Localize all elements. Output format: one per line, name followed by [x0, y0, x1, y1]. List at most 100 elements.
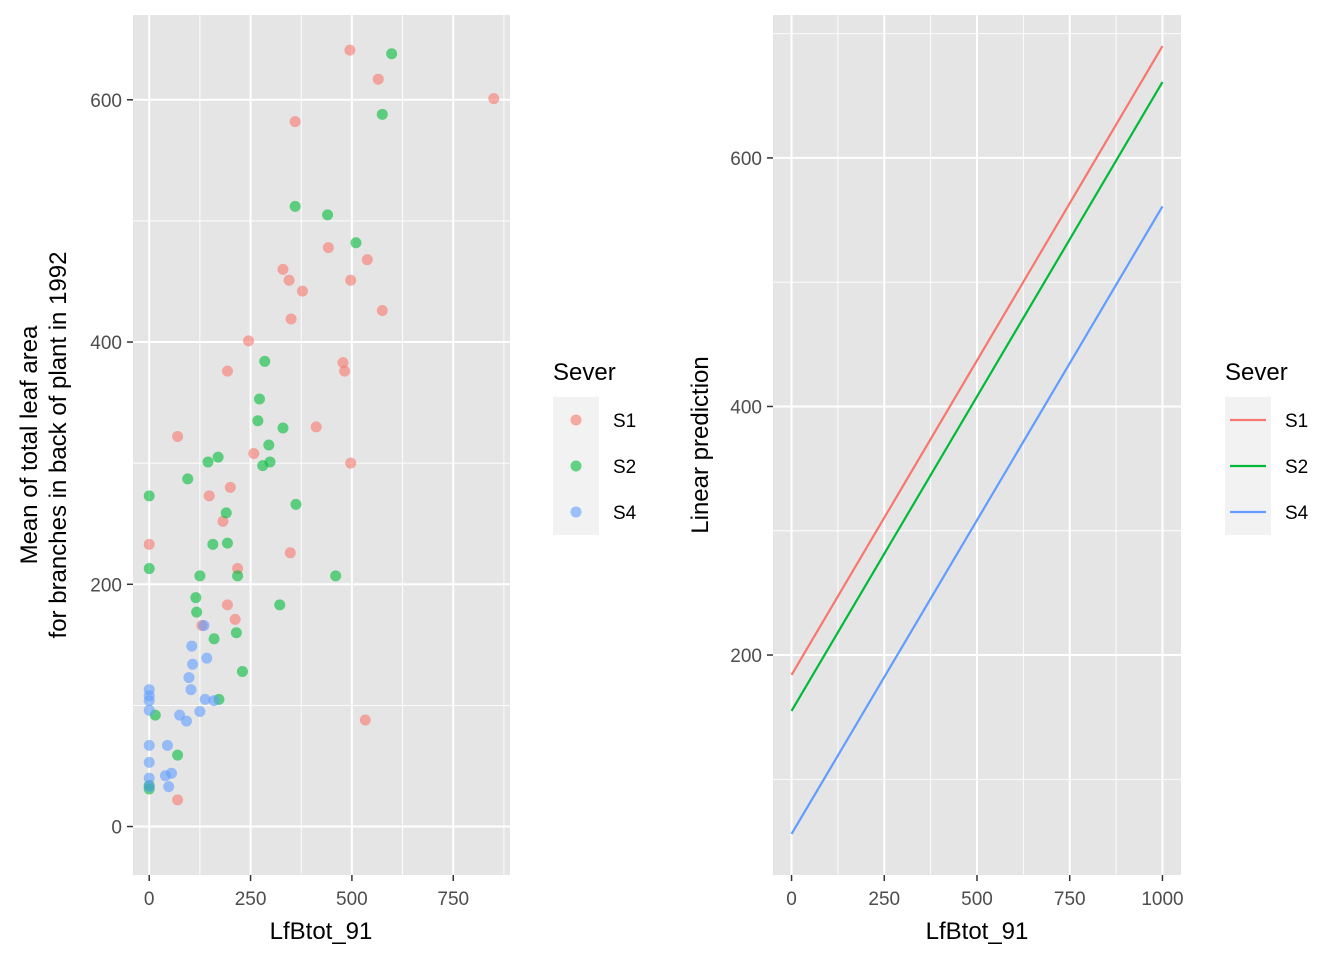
scatter-point-s4	[208, 695, 220, 707]
scatter-point-s4	[143, 756, 155, 768]
scatter-point-s1	[322, 242, 334, 254]
scatter-plot: 0 250 500 750 0 200 400 600 LfBtot_91 Mean of …	[16, 15, 637, 945]
scatter-point-s4	[187, 658, 199, 670]
scatter-point-s1	[221, 365, 233, 377]
prediction-legend-label-s1: S1	[1285, 411, 1308, 432]
scatter-y-axis-title-line2: for branches in back of plant in 1992	[45, 252, 72, 639]
scatter-point-s1	[344, 44, 356, 56]
x-tick-label: 500	[961, 889, 993, 910]
scatter-point-s2	[220, 507, 232, 519]
y-tick-label: 200	[90, 575, 122, 596]
scatter-point-s2	[274, 599, 286, 611]
scatter-panel-background	[133, 15, 510, 875]
scatter-point-s1	[248, 447, 260, 459]
scatter-point-s4	[183, 672, 195, 684]
scatter-point-s1	[345, 274, 357, 286]
scatter-point-s1	[339, 365, 351, 377]
scatter-point-s2	[252, 415, 264, 427]
scatter-point-s2	[194, 570, 206, 582]
scatter-legend: Sever S1 S2 S4	[553, 359, 637, 535]
x-tick-label: 750	[1054, 889, 1086, 910]
x-tick-label: 500	[336, 889, 368, 910]
scatter-point-s2	[208, 633, 220, 645]
prediction-x-axis-title: LfBtot_91	[926, 918, 1029, 945]
scatter-major-gridlines	[133, 15, 510, 875]
scatter-point-s1	[172, 794, 184, 806]
scatter-legend-key-s2	[570, 460, 582, 472]
prediction-legend-label-s2: S2	[1285, 457, 1308, 478]
prediction-y-axis-title: Linear prediction	[687, 356, 714, 533]
scatter-point-s1	[289, 116, 301, 128]
prediction-legend: Sever S1 S2 S4	[1225, 359, 1309, 535]
prediction-lines	[790, 45, 1164, 835]
scatter-point-s1	[172, 431, 184, 443]
scatter-point-s1	[310, 421, 322, 433]
scatter-point-s2	[236, 666, 248, 678]
scatter-point-s4	[181, 715, 193, 727]
y-tick-label: 400	[90, 333, 122, 354]
scatter-point-s2	[350, 237, 362, 249]
scatter-point-s1	[243, 335, 255, 347]
prediction-line-s1	[790, 45, 1164, 676]
scatter-point-s2	[172, 749, 184, 761]
scatter-point-s2	[221, 537, 233, 549]
scatter-point-s2	[289, 200, 301, 212]
scatter-point-s4	[163, 781, 175, 793]
prediction-x-ticks: 0 250 500 750 1000	[786, 875, 1184, 910]
scatter-point-s2	[330, 570, 342, 582]
scatter-point-s1	[376, 305, 388, 317]
scatter-point-s2	[143, 563, 155, 575]
y-tick-label: 600	[90, 91, 122, 112]
scatter-point-s1	[488, 93, 500, 105]
scatter-point-s2	[143, 490, 155, 502]
scatter-point-s2	[190, 592, 202, 604]
scatter-point-s1	[361, 254, 373, 266]
scatter-point-s2	[322, 209, 334, 221]
scatter-point-s1	[359, 714, 371, 726]
scatter-legend-key-s4	[570, 506, 582, 518]
x-tick-label: 750	[437, 889, 469, 910]
scatter-legend-label-s2: S2	[613, 457, 636, 478]
y-tick-label: 200	[730, 646, 762, 667]
scatter-point-s2	[376, 108, 388, 120]
scatter-point-s4	[198, 619, 210, 631]
x-tick-label: 1000	[1141, 889, 1183, 910]
scatter-point-s1	[284, 547, 296, 559]
prediction-legend-title: Sever	[1225, 359, 1288, 386]
scatter-point-s1	[224, 481, 236, 493]
scatter-x-ticks: 0 250 500 750	[144, 875, 469, 910]
scatter-point-s4	[143, 781, 155, 793]
scatter-point-s2	[264, 456, 276, 468]
scatter-y-ticks: 0 200 400 600	[90, 91, 133, 839]
scatter-point-s1	[229, 613, 241, 625]
scatter-point-s4	[166, 767, 178, 779]
prediction-major-gridlines	[773, 15, 1181, 875]
scatter-point-s1	[372, 73, 384, 85]
prediction-legend-label-s4: S4	[1285, 503, 1309, 524]
scatter-point-s1	[283, 274, 295, 286]
scatter-point-s1	[296, 285, 308, 297]
y-tick-label: 400	[730, 397, 762, 418]
scatter-point-s2	[277, 422, 289, 434]
scatter-point-s1	[277, 263, 289, 275]
scatter-point-s2	[230, 627, 242, 639]
scatter-point-s2	[263, 439, 275, 451]
scatter-point-s2	[191, 606, 203, 618]
scatter-point-s1	[143, 538, 155, 550]
scatter-legend-key-s1	[570, 414, 582, 426]
scatter-point-s2	[207, 538, 219, 550]
scatter-legend-label-s4: S4	[613, 503, 637, 524]
scatter-point-s4	[143, 772, 155, 784]
scatter-point-s1	[217, 515, 229, 527]
prediction-line-s4	[790, 205, 1164, 835]
y-tick-label: 600	[730, 149, 762, 170]
scatter-point-s4	[194, 705, 206, 717]
scatter-points	[143, 44, 500, 806]
x-tick-label: 0	[786, 889, 797, 910]
x-tick-label: 250	[868, 889, 900, 910]
scatter-point-s2	[212, 451, 224, 463]
scatter-point-s2	[290, 498, 302, 510]
scatter-point-s2	[232, 570, 244, 582]
scatter-legend-label-s1: S1	[613, 411, 636, 432]
